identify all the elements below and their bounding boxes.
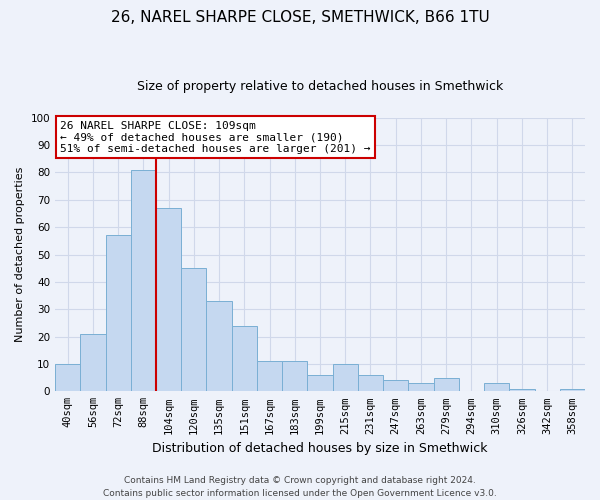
Y-axis label: Number of detached properties: Number of detached properties: [15, 167, 25, 342]
Bar: [484, 383, 509, 392]
Bar: [282, 361, 307, 392]
X-axis label: Distribution of detached houses by size in Smethwick: Distribution of detached houses by size …: [152, 442, 488, 455]
Text: 26, NAREL SHARPE CLOSE, SMETHWICK, B66 1TU: 26, NAREL SHARPE CLOSE, SMETHWICK, B66 1…: [110, 10, 490, 25]
Bar: [55, 364, 80, 392]
Bar: [106, 236, 131, 392]
Bar: [156, 208, 181, 392]
Bar: [409, 383, 434, 392]
Bar: [358, 375, 383, 392]
Bar: [206, 301, 232, 392]
Bar: [383, 380, 409, 392]
Text: 26 NAREL SHARPE CLOSE: 109sqm
← 49% of detached houses are smaller (190)
51% of : 26 NAREL SHARPE CLOSE: 109sqm ← 49% of d…: [61, 120, 371, 154]
Text: Contains HM Land Registry data © Crown copyright and database right 2024.
Contai: Contains HM Land Registry data © Crown c…: [103, 476, 497, 498]
Bar: [257, 361, 282, 392]
Bar: [434, 378, 459, 392]
Bar: [332, 364, 358, 392]
Title: Size of property relative to detached houses in Smethwick: Size of property relative to detached ho…: [137, 80, 503, 93]
Bar: [181, 268, 206, 392]
Bar: [232, 326, 257, 392]
Bar: [80, 334, 106, 392]
Bar: [560, 388, 585, 392]
Bar: [307, 375, 332, 392]
Bar: [131, 170, 156, 392]
Bar: [509, 388, 535, 392]
